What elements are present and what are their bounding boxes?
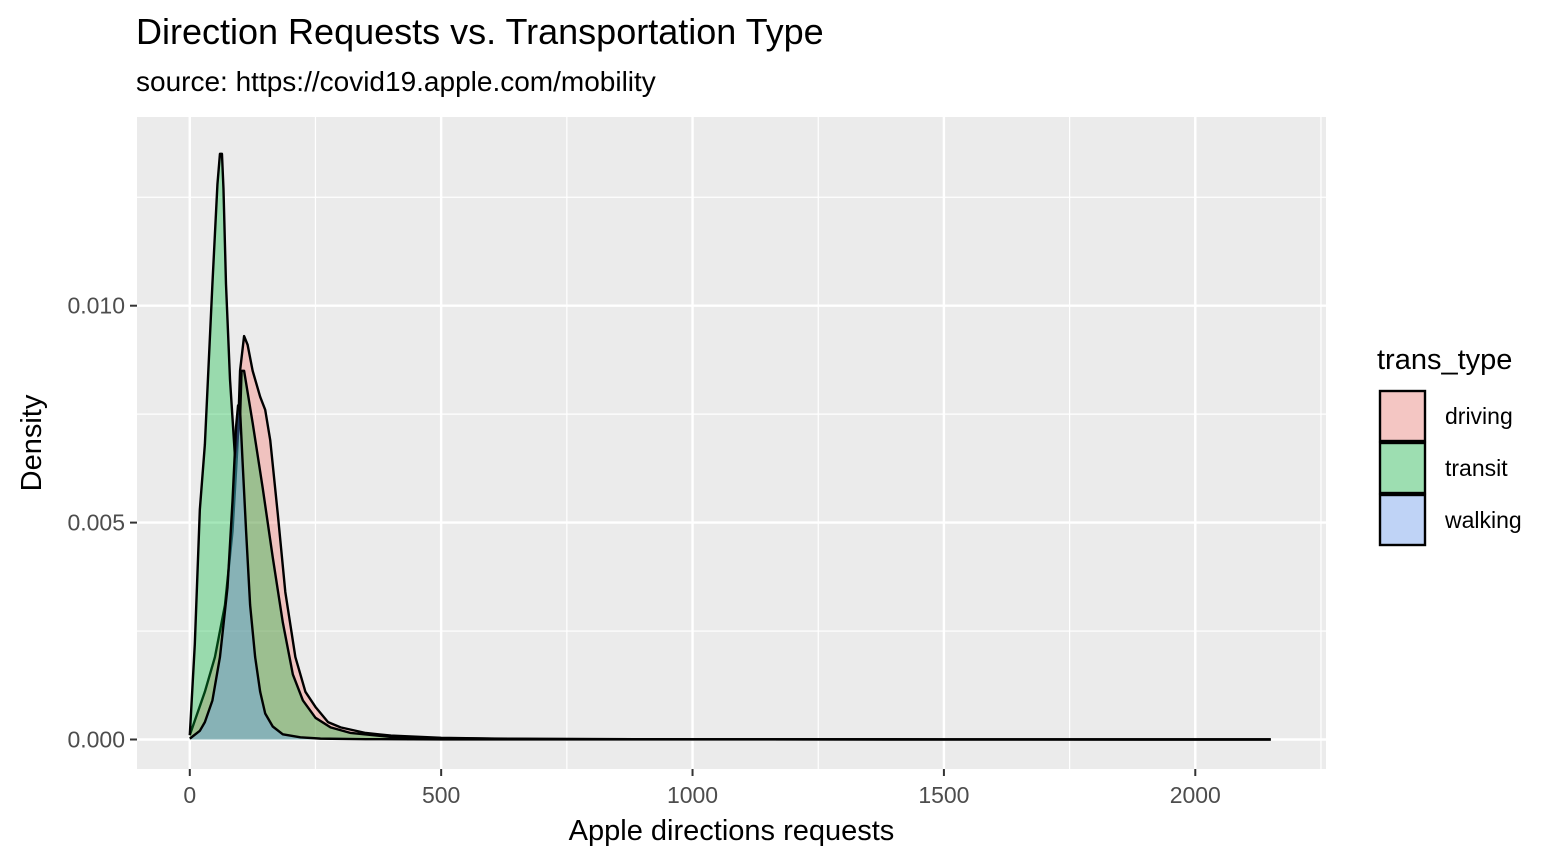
y-tick-label: 0.010	[67, 293, 125, 319]
legend-label-walking: walking	[1444, 507, 1522, 533]
x-axis-title: Apple directions requests	[569, 815, 895, 847]
legend: trans_type driving transit walking	[1377, 344, 1522, 547]
y-tick-label: 0.005	[67, 510, 125, 536]
density-area-driving	[189, 336, 1271, 740]
legend-label-driving: driving	[1445, 403, 1513, 429]
legend-key-transit	[1378, 441, 1427, 495]
density-line-transit	[188, 152, 1271, 741]
chart-title: Direction Requests vs. Transportation Ty…	[136, 11, 824, 52]
legend-label-transit: transit	[1445, 455, 1508, 481]
x-tick-label: 2000	[1170, 782, 1221, 808]
y-axis: 0.000 0.005 0.010	[67, 293, 137, 753]
x-tick-label: 1500	[918, 782, 969, 808]
legend-key-walking	[1378, 493, 1427, 547]
minor-gridlines	[137, 117, 1326, 769]
density-areas	[188, 152, 1271, 741]
plot-panel	[137, 117, 1326, 769]
legend-key-bg	[1379, 442, 1426, 494]
y-axis-title: Density	[16, 394, 48, 491]
legend-key-bg	[1379, 494, 1426, 546]
x-axis: 0 500 1000 1500 2000	[183, 769, 1221, 808]
legend-key-bg	[1379, 390, 1426, 442]
legend-title: trans_type	[1377, 344, 1512, 376]
legend-key-driving	[1378, 389, 1427, 443]
y-tick-label: 0.000	[67, 727, 125, 753]
x-tick-label: 1000	[667, 782, 718, 808]
chart-subtitle: source: https://covid19.apple.com/mobili…	[136, 66, 656, 97]
x-tick-label: 500	[422, 782, 460, 808]
density-line-walking	[189, 404, 1271, 741]
x-tick-label: 0	[183, 782, 196, 808]
